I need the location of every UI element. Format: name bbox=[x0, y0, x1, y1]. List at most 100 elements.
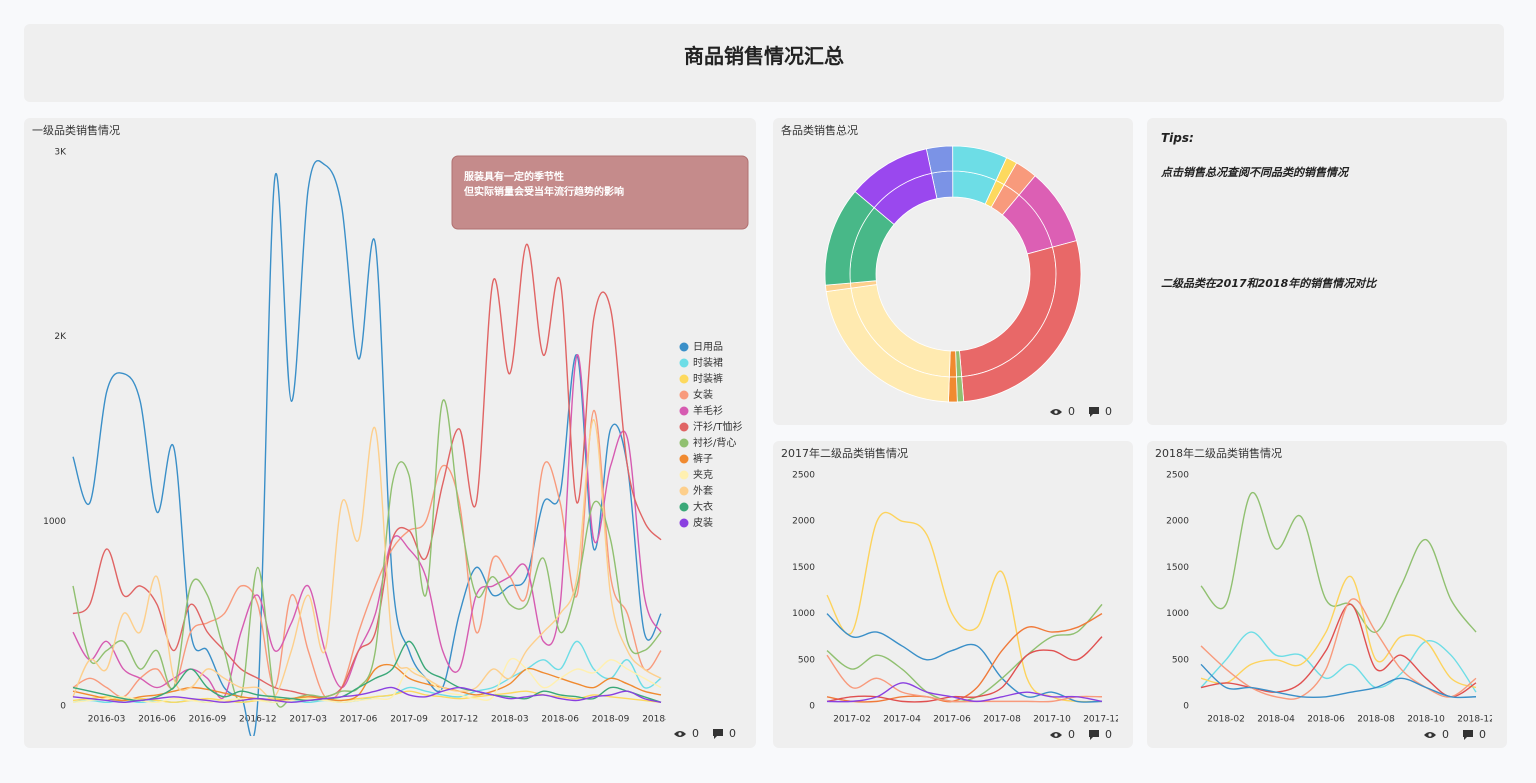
y-tick-label: 1000 bbox=[43, 517, 66, 527]
sector-outer bbox=[854, 148, 933, 209]
y-tick-label: 1000 bbox=[792, 609, 815, 619]
x-tick-label: 2016-09 bbox=[189, 715, 227, 725]
x-axis: 2017-02 2017-04 2017-06 2017-08 2017-10 2017-… bbox=[833, 715, 1121, 725]
panel-title: 2017年二级品类销售情况 bbox=[781, 446, 908, 460]
x-tick-label: 2017-12 bbox=[1083, 715, 1121, 725]
series-line bbox=[72, 686, 662, 704]
comment-icon bbox=[1089, 730, 1099, 740]
legend-swatch bbox=[679, 406, 689, 416]
legend-swatch bbox=[679, 374, 689, 384]
view-count: 0 bbox=[1068, 405, 1075, 418]
x-axis: 2016-03 2016-06 2016-09 2016-12 2017-03 2017-… bbox=[88, 715, 680, 725]
legend-swatch bbox=[679, 358, 689, 368]
x-tick-label: 2017-10 bbox=[1033, 715, 1071, 725]
series-line bbox=[826, 603, 1103, 703]
page-title: 商品销售情况汇总 bbox=[684, 44, 844, 68]
legend-label: 日用品 bbox=[693, 341, 723, 353]
series-line bbox=[72, 354, 662, 700]
series-line bbox=[72, 640, 662, 703]
header: 商品销售情况汇总 bbox=[24, 24, 1504, 102]
x-tick-label: 2017-09 bbox=[390, 715, 428, 725]
comment-count: 0 bbox=[729, 727, 736, 740]
y-tick-label: 2500 bbox=[792, 471, 815, 481]
x-tick-label: 2017-03 bbox=[289, 715, 327, 725]
annotation-text: 但实际销量会受当年流行趋势的影响 bbox=[463, 185, 624, 198]
series-line bbox=[72, 663, 662, 702]
comment-count: 0 bbox=[1479, 728, 1486, 741]
series-line bbox=[1200, 631, 1477, 693]
series-line bbox=[826, 613, 1103, 703]
view-count: 0 bbox=[692, 727, 699, 740]
series-line bbox=[826, 612, 1103, 703]
x-axis: 2018-02 2018-04 2018-06 2018-08 2018-10 2018-… bbox=[1207, 715, 1492, 725]
series-line bbox=[72, 419, 662, 699]
y-tick-label: 2500 bbox=[1166, 471, 1189, 481]
x-tick-label: 2017-04 bbox=[883, 715, 921, 725]
series-line bbox=[72, 399, 662, 708]
tips-panel: Tips: 点击销售总况查阅不同品类的销售情况 二级品类在2017和2018年的… bbox=[1147, 118, 1507, 425]
y-tick-label: 2K bbox=[54, 332, 67, 342]
legend-label: 羊毛衫 bbox=[693, 404, 723, 417]
legend-swatch bbox=[679, 438, 689, 448]
lines bbox=[1200, 491, 1477, 700]
legend-swatch bbox=[679, 518, 689, 528]
series-line bbox=[72, 409, 662, 701]
legend-swatch bbox=[679, 502, 689, 512]
chart: 2018年二级品类销售情况 0 500 1000 1500 2000 2500 2018-02… bbox=[1155, 446, 1492, 741]
tips-text: 点击销售总况查阅不同品类的销售情况 bbox=[1161, 166, 1348, 179]
series-line bbox=[826, 511, 1103, 703]
y-tick-label: 500 bbox=[1172, 655, 1189, 665]
series-line bbox=[1200, 491, 1477, 633]
comment-count: 0 bbox=[1105, 728, 1112, 741]
legend-swatch bbox=[679, 342, 689, 352]
x-tick-label: 2018-02 bbox=[1207, 715, 1245, 725]
y-tick-label: 2000 bbox=[792, 517, 815, 527]
panel: 2018年二级品类销售情况 0 500 1000 1500 2000 2500 2018-02… bbox=[1147, 441, 1507, 748]
y-tick-label: 3K bbox=[54, 148, 67, 158]
lines bbox=[826, 511, 1103, 703]
series-line bbox=[1200, 575, 1477, 689]
x-tick-label: 2018-10 bbox=[1407, 715, 1445, 725]
panel-title: 各品类销售总况 bbox=[781, 123, 858, 137]
panel-title: 2018年二级品类销售情况 bbox=[1155, 446, 1282, 460]
legend-label: 夹克 bbox=[693, 468, 713, 481]
x-tick-label: 2017-12 bbox=[441, 715, 479, 725]
legend-swatch bbox=[679, 422, 689, 432]
y-tick-label: 0 bbox=[1183, 702, 1189, 712]
legend-swatch bbox=[679, 390, 689, 400]
series-line bbox=[1200, 603, 1477, 698]
comment-icon bbox=[713, 729, 723, 739]
y-tick-label: 500 bbox=[798, 655, 815, 665]
x-tick-label: 2016-12 bbox=[239, 715, 277, 725]
legend-swatch bbox=[679, 454, 689, 464]
chart: 各品类销售总况 0 0 bbox=[781, 123, 1112, 418]
y-tick-label: 1000 bbox=[1166, 609, 1189, 619]
view-count: 0 bbox=[1442, 728, 1449, 741]
series-line bbox=[1200, 663, 1477, 699]
series-line bbox=[72, 657, 662, 704]
comment-icon bbox=[1463, 730, 1473, 740]
series-line bbox=[72, 690, 662, 704]
panel: 一级品类销售情况 0 1000 2K 3K 2016-03 2016-06 2016-09 20… bbox=[24, 118, 756, 748]
legend-label: 大衣 bbox=[693, 500, 713, 513]
x-tick-label: 2018-09 bbox=[592, 715, 630, 725]
view-count: 0 bbox=[1068, 728, 1075, 741]
legend-label: 裤子 bbox=[693, 452, 713, 465]
x-tick-label: 2018-03 bbox=[491, 715, 529, 725]
tips-text: 二级品类在2017和2018年的销售情况对比 bbox=[1161, 277, 1377, 290]
annotation-text: 服装具有一定的季节性 bbox=[464, 170, 564, 183]
y-tick-label: 0 bbox=[60, 702, 66, 712]
x-tick-label: 2016-03 bbox=[88, 715, 126, 725]
legend-label: 时装裙 bbox=[693, 356, 723, 369]
x-tick-label: 2017-08 bbox=[983, 715, 1021, 725]
y-tick-label: 0 bbox=[809, 702, 815, 712]
panel-title: 一级品类销售情况 bbox=[32, 123, 120, 137]
x-tick-label: 2018-12 bbox=[642, 715, 680, 725]
legend-swatch bbox=[679, 486, 689, 496]
